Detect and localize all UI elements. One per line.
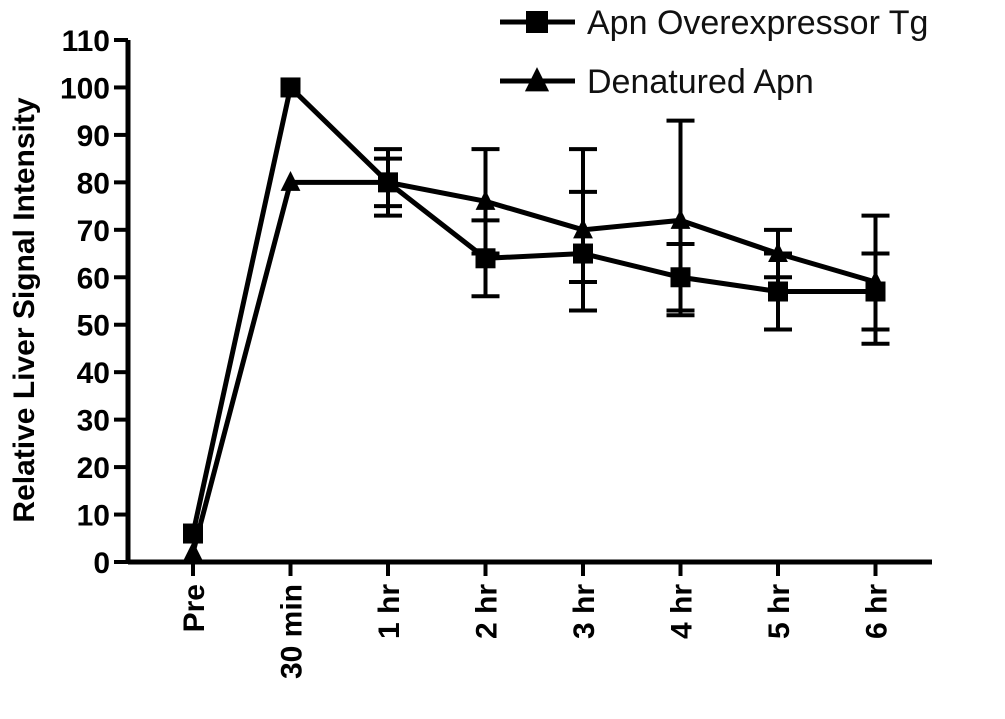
y-tick-label: 50 [77, 310, 110, 343]
y-tick-label: 40 [77, 357, 110, 390]
x-tick-label: 4 hr [666, 584, 699, 639]
y-tick-label: 110 [62, 25, 110, 58]
x-tick-label: Pre [178, 584, 211, 632]
legend-label: Denatured Apn [587, 63, 814, 101]
data-point-triangle [573, 218, 593, 239]
y-tick-label: 80 [77, 167, 110, 200]
y-tick-label: 90 [77, 120, 110, 153]
y-tick-label: 100 [60, 72, 110, 105]
data-point-triangle [768, 242, 788, 263]
data-point-square [280, 77, 301, 98]
series-layer [183, 77, 890, 562]
x-tick-label: 2 hr [471, 584, 504, 639]
legend-marker-square [526, 11, 548, 33]
y-tick-label: 10 [77, 500, 110, 533]
y-tick-label: 20 [77, 452, 110, 485]
series-square [183, 77, 890, 544]
series-line [190, 179, 877, 554]
x-tick-label: 5 hr [763, 584, 796, 639]
x-tick-label: 6 hr [861, 584, 894, 639]
x-tick-label: 30 min [276, 584, 309, 679]
data-point-triangle [378, 171, 398, 191]
data-point-square [768, 281, 788, 302]
y-axis-title: Relative Liver Signal Intensity [8, 97, 41, 522]
y-tick-label: 70 [77, 215, 110, 248]
x-tick-label: 1 hr [373, 584, 406, 639]
y-tick-label: 30 [77, 405, 110, 438]
data-point-triangle [865, 270, 886, 291]
y-tick-label: 60 [77, 262, 110, 295]
series-triangle [183, 118, 890, 562]
x-tick-label: 3 hr [568, 584, 601, 639]
data-point-triangle [475, 190, 496, 210]
legend-marker-triangle [524, 67, 550, 92]
legend: Apn Overexpressor Tg Denatured Apn [500, 4, 928, 101]
y-ticks: 0 10 20 30 40 50 60 70 80 90 100 110 [60, 25, 128, 580]
series-line [190, 82, 876, 535]
legend-label: Apn Overexpressor Tg [587, 4, 928, 42]
data-point-triangle [280, 171, 301, 191]
data-point-triangle [670, 208, 691, 229]
data-point-triangle [183, 541, 203, 562]
x-ticks: Pre 30 min 1 hr 2 hr 3 hr 4 hr 5 hr 6 hr [178, 562, 894, 679]
y-tick-label: 0 [93, 547, 110, 580]
